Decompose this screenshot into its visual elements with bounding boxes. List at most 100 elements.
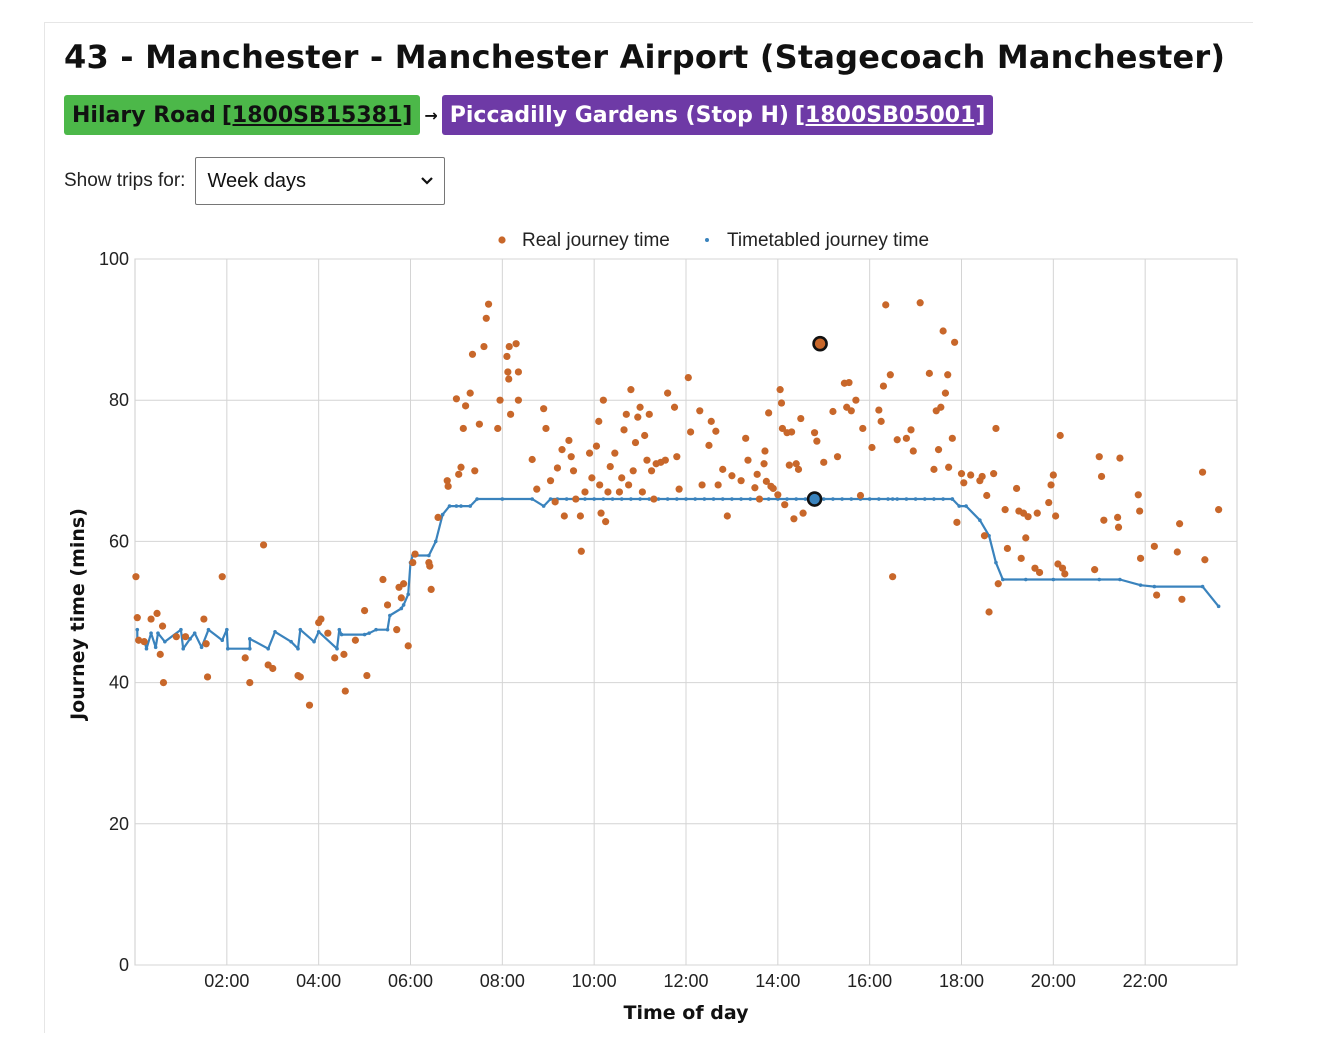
to-stop-badge: Piccadilly Gardens (Stop H) [1800SB05001…: [441, 95, 994, 135]
real-point: [820, 458, 828, 466]
chevron-down-icon: [421, 177, 434, 185]
real-point: [317, 615, 325, 623]
timetabled-point: [941, 497, 945, 501]
timetabled-point: [821, 497, 826, 501]
real-point: [135, 636, 143, 644]
real-point: [794, 465, 803, 473]
real-point: [1134, 491, 1142, 499]
real-point: [990, 470, 998, 478]
timetabled-point: [135, 627, 140, 632]
real-point: [769, 484, 777, 493]
timetabled-point: [199, 645, 204, 650]
timetabled-point: [296, 646, 300, 651]
timetabled-point: [711, 497, 716, 501]
real-point: [781, 501, 789, 509]
real-point: [925, 369, 933, 377]
real-point: [340, 650, 348, 658]
real-point: [1136, 554, 1145, 562]
real-point: [599, 396, 607, 404]
real-point: [341, 687, 349, 695]
timetabled-point: [192, 631, 197, 635]
real-point: [1047, 481, 1055, 489]
real-point: [762, 477, 770, 485]
timetabled-point: [987, 533, 991, 538]
real-point: [638, 488, 646, 496]
real-point: [622, 410, 630, 418]
y-tick-label: 100: [99, 249, 129, 269]
real-point: [719, 465, 727, 473]
timetabled-point: [149, 631, 153, 635]
timetabled-point: [1001, 577, 1005, 582]
timetabled-point: [312, 639, 316, 644]
real-point: [133, 614, 141, 622]
real-point: [978, 472, 986, 481]
real-point: [1173, 548, 1181, 556]
real-point: [937, 403, 945, 411]
real-point: [1054, 560, 1062, 568]
real-point: [882, 301, 890, 309]
real-point: [1198, 468, 1207, 476]
timetabled-point: [548, 497, 553, 501]
real-point: [1178, 595, 1186, 603]
timetabled-point: [427, 553, 431, 558]
to-stop-code-link[interactable]: [1800SB05001]: [794, 102, 986, 128]
real-point: [664, 389, 672, 397]
real-point: [466, 389, 474, 397]
real-point: [505, 375, 513, 383]
timetabled-point: [179, 627, 183, 632]
timetabled-point: [794, 497, 798, 501]
real-point: [468, 350, 477, 358]
trip-filter: Show trips for: Week days: [64, 156, 446, 206]
real-point: [1017, 554, 1025, 562]
real-point: [983, 491, 991, 500]
real-point: [218, 573, 226, 581]
real-point: [434, 513, 442, 521]
real-point: [631, 438, 640, 447]
timetabled-point: [1216, 604, 1221, 609]
real-point: [259, 541, 268, 549]
real-point: [957, 470, 966, 478]
real-point: [705, 441, 713, 449]
timetabled-point: [803, 497, 808, 501]
real-point: [444, 482, 452, 490]
timetabled-point: [385, 627, 390, 632]
y-tick-label: 0: [119, 955, 129, 975]
real-point: [675, 485, 683, 493]
real-point: [1031, 564, 1039, 572]
timetabled-point: [181, 646, 186, 651]
real-point: [737, 477, 745, 485]
timetabled-point: [610, 497, 615, 501]
real-point: [156, 650, 164, 658]
timetabled-point: [1118, 577, 1122, 582]
real-point: [1176, 520, 1184, 528]
y-tick-label: 80: [109, 390, 129, 410]
chart-grid: [134, 258, 1238, 966]
timetabled-point: [454, 504, 459, 508]
x-tick-label: 20:00: [1031, 971, 1076, 991]
real-point: [542, 424, 550, 433]
from-stop-code-link[interactable]: [1800SB15381]: [221, 102, 413, 128]
real-point: [761, 447, 769, 455]
real-point: [203, 673, 212, 681]
real-point: [627, 386, 635, 394]
timetabled-point: [849, 497, 854, 501]
real-point: [503, 352, 511, 361]
timetabled-point: [339, 632, 344, 637]
real-point: [400, 580, 408, 588]
real-point: [595, 417, 603, 425]
timetabled-point: [367, 631, 371, 635]
real-point: [707, 417, 715, 425]
real-point: [1114, 523, 1123, 531]
real-point: [462, 402, 470, 410]
timetabled-point: [647, 497, 652, 501]
timetabled-point: [922, 497, 927, 501]
timetabled-point: [500, 497, 505, 501]
real-point: [576, 512, 584, 520]
real-point: [852, 396, 860, 404]
timetabled-point: [388, 613, 392, 618]
real-point: [742, 434, 750, 442]
day-type-select[interactable]: Week days: [195, 157, 446, 205]
real-point: [1095, 453, 1103, 461]
to-stop-name: Piccadilly Gardens (Stop H): [449, 102, 789, 128]
real-point: [790, 515, 798, 523]
